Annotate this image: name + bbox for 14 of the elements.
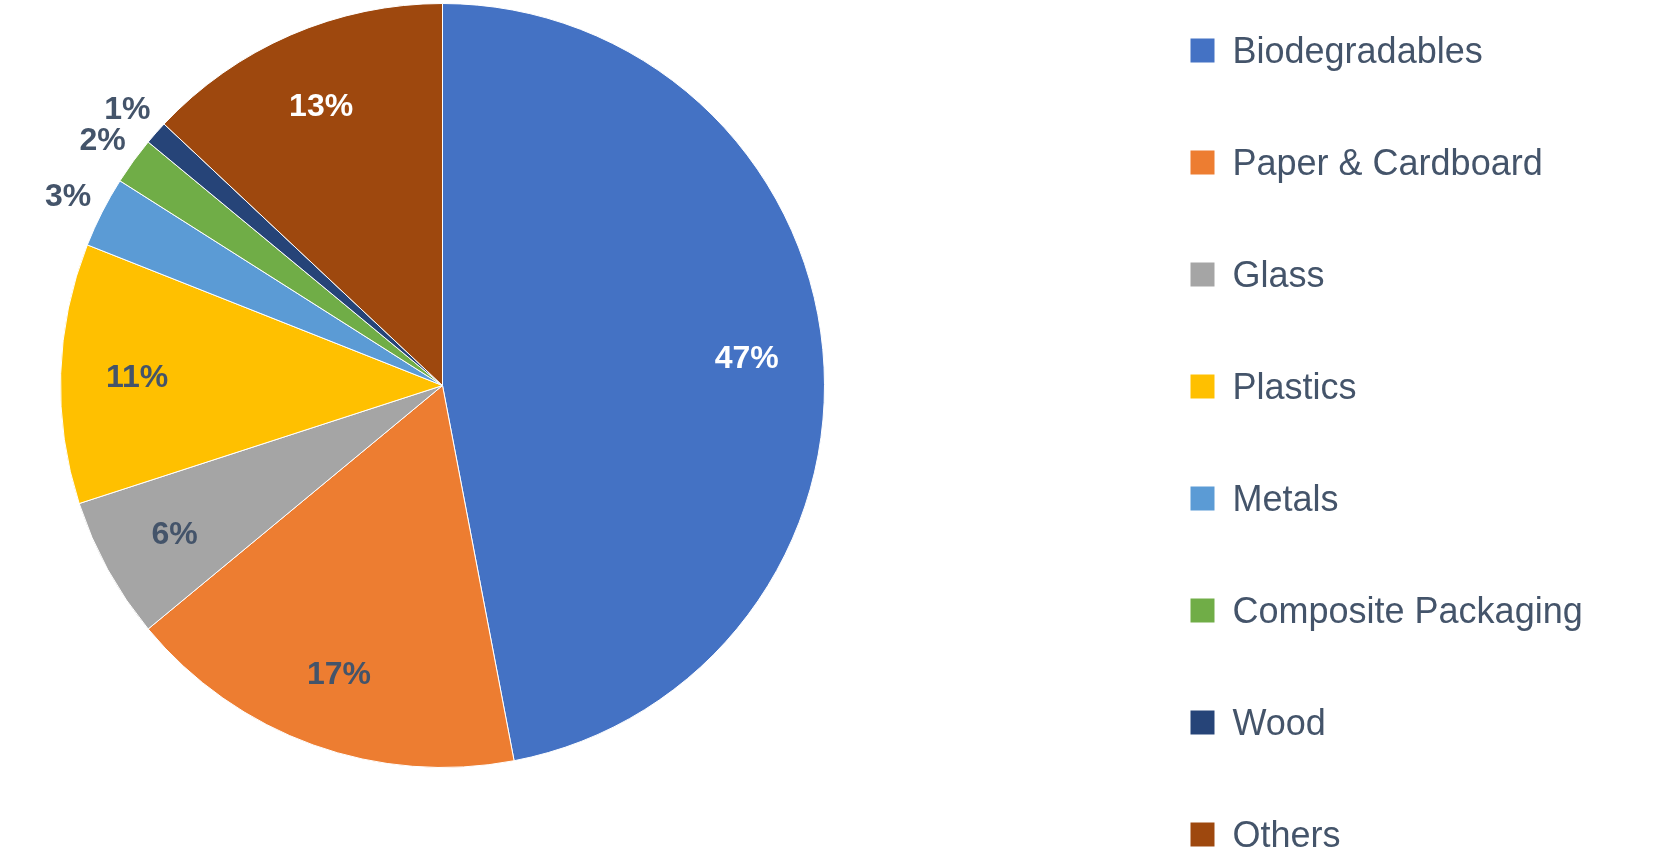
legend-label: Plastics bbox=[1232, 366, 1357, 407]
data-label: 11% bbox=[105, 357, 169, 394]
data-label: 3% bbox=[44, 176, 92, 213]
legend-label: Composite Packaging bbox=[1232, 590, 1583, 631]
legend-label: Wood bbox=[1232, 702, 1326, 743]
legend-label: Others bbox=[1232, 814, 1341, 855]
legend-label: Biodegradables bbox=[1232, 30, 1483, 71]
legend-label: Glass bbox=[1232, 254, 1325, 295]
legend-label: Metals bbox=[1232, 478, 1339, 519]
data-label: 47% bbox=[714, 338, 779, 375]
legend-label: Paper & Cardboard bbox=[1232, 142, 1543, 183]
data-label: 13% bbox=[289, 87, 354, 124]
data-label: 6% bbox=[151, 514, 198, 551]
data-label: 17% bbox=[306, 655, 372, 692]
